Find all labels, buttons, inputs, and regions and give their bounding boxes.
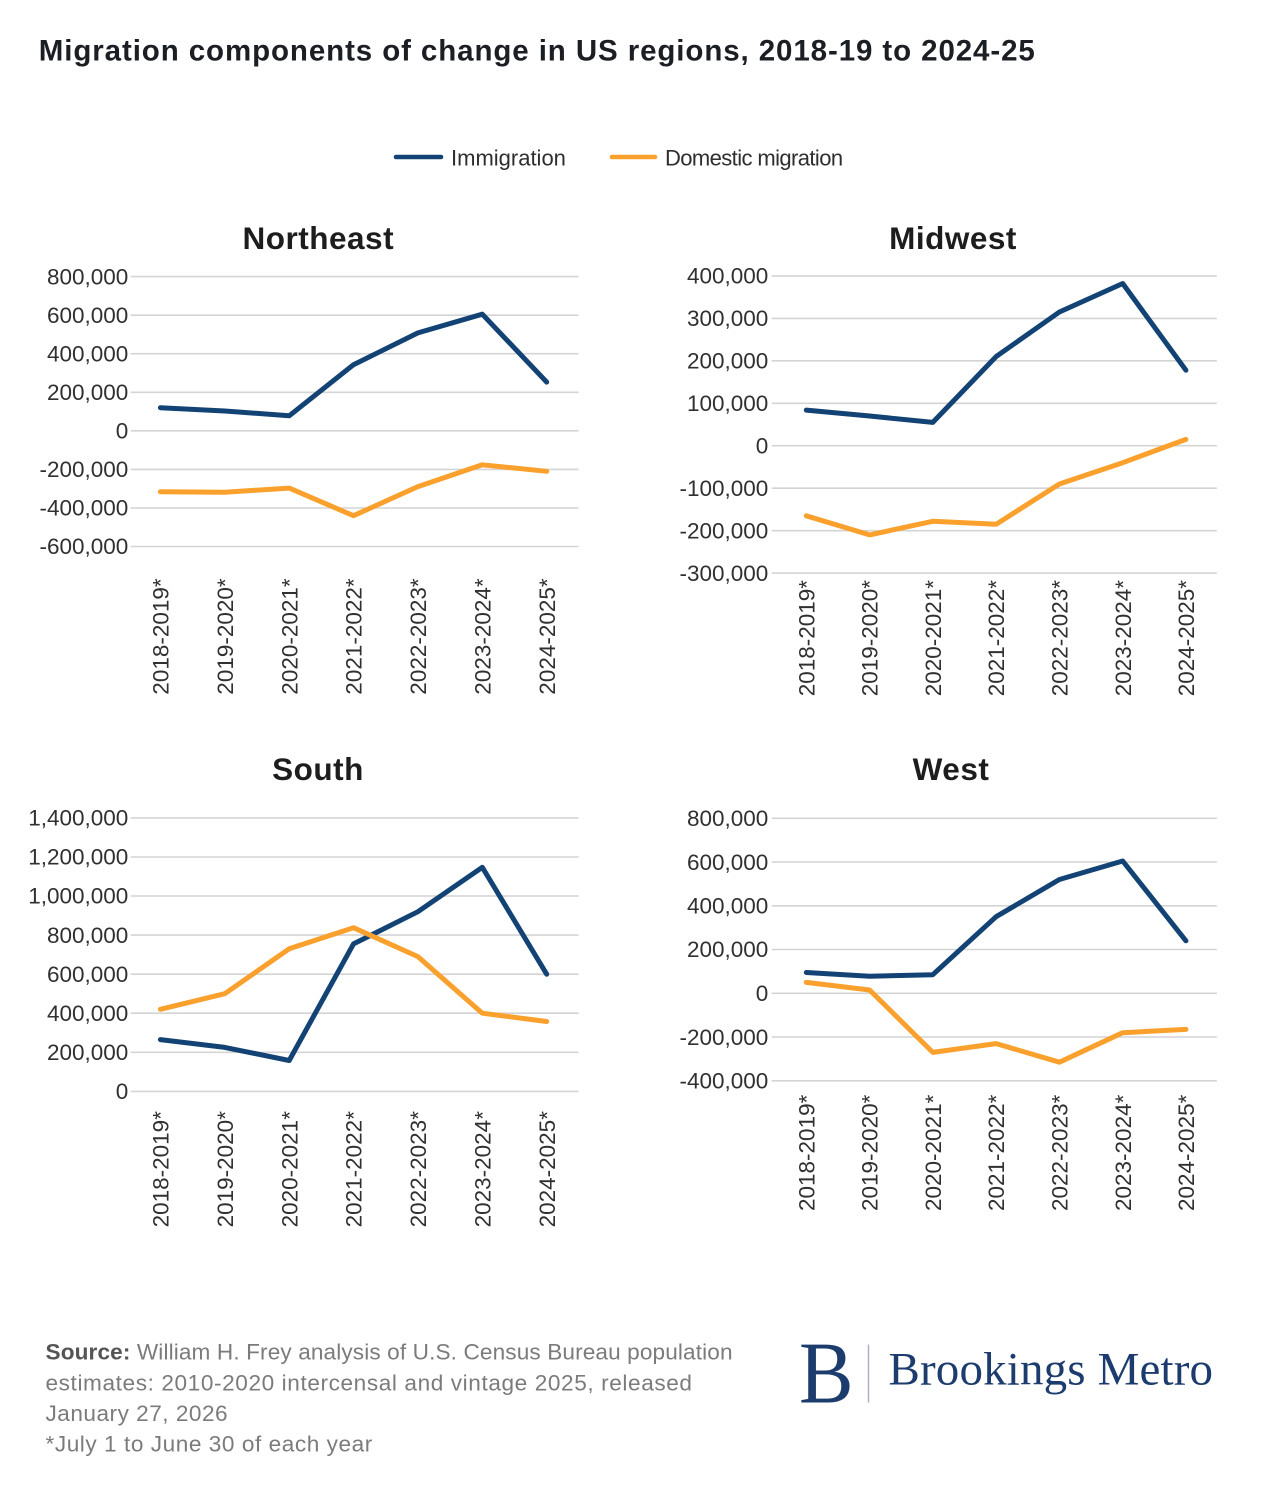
svg-text:2019-2020*: 2019-2020* xyxy=(213,1111,238,1228)
svg-text:estimates: 2010-2020 intercens: estimates: 2010-2020 intercensal and vin… xyxy=(46,1370,693,1395)
svg-text:2018-2019*: 2018-2019* xyxy=(149,578,174,695)
svg-text:Midwest: Midwest xyxy=(889,220,1017,256)
svg-text:2023-2024*: 2023-2024* xyxy=(470,1111,495,1228)
svg-text:0: 0 xyxy=(756,981,769,1006)
svg-text:0: 0 xyxy=(756,433,769,458)
svg-text:-200,000: -200,000 xyxy=(679,1025,768,1050)
svg-text:300,000: 300,000 xyxy=(687,306,768,331)
svg-text:2020-2021*: 2020-2021* xyxy=(277,578,302,695)
svg-text:1,400,000: 1,400,000 xyxy=(28,806,128,831)
svg-text:2022-2023*: 2022-2023* xyxy=(406,1111,431,1228)
svg-text:600,000: 600,000 xyxy=(47,962,128,987)
svg-text:-300,000: -300,000 xyxy=(679,561,768,586)
svg-text:2019-2020*: 2019-2020* xyxy=(858,580,883,697)
svg-text:2022-2023*: 2022-2023* xyxy=(406,578,431,695)
svg-text:2018-2019*: 2018-2019* xyxy=(149,1111,174,1228)
svg-text:-400,000: -400,000 xyxy=(679,1069,768,1094)
svg-text:600,000: 600,000 xyxy=(687,850,768,875)
svg-text:0: 0 xyxy=(116,419,129,444)
svg-text:2020-2021*: 2020-2021* xyxy=(921,580,946,697)
svg-text:0: 0 xyxy=(116,1079,129,1104)
svg-text:100,000: 100,000 xyxy=(687,391,768,416)
svg-text:*July 1 to June 30 of each yea: *July 1 to June 30 of each year xyxy=(46,1432,373,1457)
svg-text:2021-2022*: 2021-2022* xyxy=(342,1111,367,1228)
svg-text:800,000: 800,000 xyxy=(687,806,768,831)
svg-text:2024-2025*: 2024-2025* xyxy=(1174,1094,1199,1211)
svg-text:200,000: 200,000 xyxy=(687,937,768,962)
svg-text:2023-2024*: 2023-2024* xyxy=(1111,1094,1136,1211)
svg-text:2021-2022*: 2021-2022* xyxy=(984,1094,1009,1211)
svg-text:2021-2022*: 2021-2022* xyxy=(984,580,1009,697)
svg-text:800,000: 800,000 xyxy=(47,923,128,948)
svg-text:Source: William H. Frey analys: Source: William H. Frey analysis of U.S.… xyxy=(46,1340,733,1365)
svg-text:Domestic migration: Domestic migration xyxy=(665,146,842,171)
svg-text:-400,000: -400,000 xyxy=(39,496,128,521)
svg-text:2020-2021*: 2020-2021* xyxy=(921,1094,946,1211)
svg-text:-100,000: -100,000 xyxy=(679,476,768,501)
svg-text:400,000: 400,000 xyxy=(47,1001,128,1026)
svg-text:Immigration: Immigration xyxy=(451,146,566,171)
svg-text:2019-2020*: 2019-2020* xyxy=(213,578,238,695)
svg-text:1,200,000: 1,200,000 xyxy=(28,845,128,870)
svg-text:West: West xyxy=(913,751,990,787)
svg-text:-200,000: -200,000 xyxy=(679,518,768,543)
svg-text:400,000: 400,000 xyxy=(47,341,128,366)
svg-text:2022-2023*: 2022-2023* xyxy=(1048,580,1073,697)
svg-text:Northeast: Northeast xyxy=(243,220,395,256)
svg-text:2024-2025*: 2024-2025* xyxy=(535,578,560,695)
svg-text:Brookings Metro: Brookings Metro xyxy=(889,1343,1214,1395)
svg-text:2024-2025*: 2024-2025* xyxy=(1174,580,1199,697)
svg-text:2022-2023*: 2022-2023* xyxy=(1048,1094,1073,1211)
svg-text:Migration components of change: Migration components of change in US reg… xyxy=(39,35,1036,68)
svg-text:-200,000: -200,000 xyxy=(39,457,128,482)
svg-text:400,000: 400,000 xyxy=(687,894,768,919)
svg-text:2018-2019*: 2018-2019* xyxy=(794,580,819,697)
svg-text:200,000: 200,000 xyxy=(687,349,768,374)
svg-text:-600,000: -600,000 xyxy=(39,534,128,559)
svg-text:2024-2025*: 2024-2025* xyxy=(535,1111,560,1228)
svg-text:800,000: 800,000 xyxy=(47,264,128,289)
svg-text:B: B xyxy=(799,1325,854,1422)
svg-text:South: South xyxy=(272,751,364,787)
svg-text:2020-2021*: 2020-2021* xyxy=(277,1111,302,1228)
svg-text:400,000: 400,000 xyxy=(687,264,768,289)
svg-text:1,000,000: 1,000,000 xyxy=(28,884,128,909)
svg-text:2021-2022*: 2021-2022* xyxy=(342,578,367,695)
svg-text:2023-2024*: 2023-2024* xyxy=(1111,580,1136,697)
svg-text:200,000: 200,000 xyxy=(47,1040,128,1065)
svg-text:600,000: 600,000 xyxy=(47,303,128,328)
svg-text:2018-2019*: 2018-2019* xyxy=(794,1094,819,1211)
svg-text:2023-2024*: 2023-2024* xyxy=(470,578,495,695)
svg-text:2019-2020*: 2019-2020* xyxy=(858,1094,883,1211)
svg-text:January 27, 2026: January 27, 2026 xyxy=(46,1401,229,1426)
svg-text:200,000: 200,000 xyxy=(47,380,128,405)
